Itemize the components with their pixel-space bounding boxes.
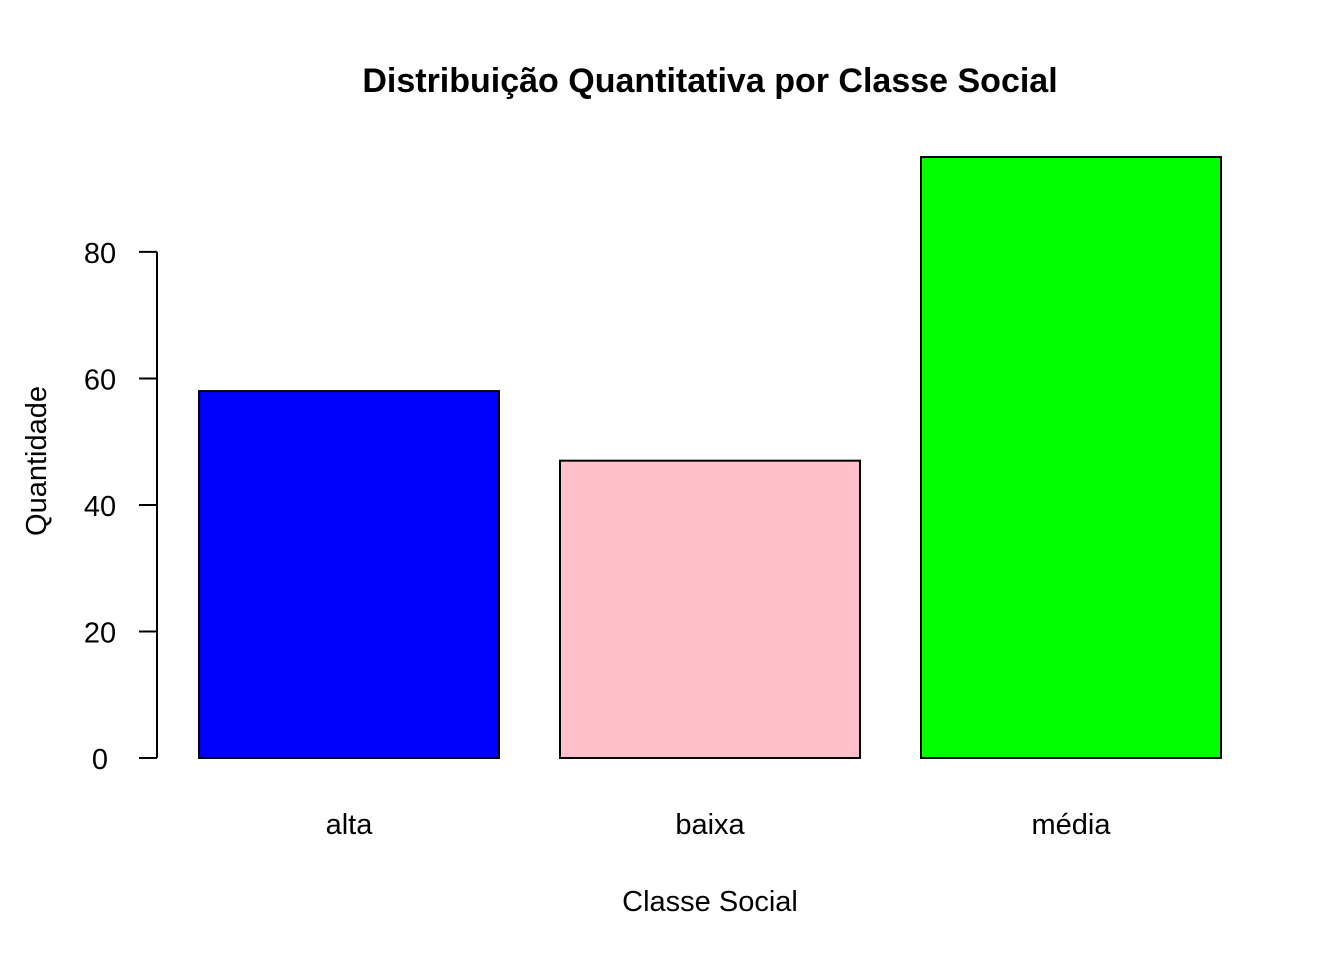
x-axis-title: Classe Social (622, 886, 798, 918)
x-tick-label-media: média (1032, 809, 1112, 841)
bars-group (198, 156, 1222, 759)
y-tick-label-60: 60 (84, 364, 116, 396)
y-tick-label-40: 40 (84, 491, 116, 523)
y-tick-label-20: 20 (84, 617, 116, 649)
x-axis-labels: alta baixa média (326, 809, 1112, 841)
bar-baixa (559, 459, 861, 759)
y-axis-title: Quantidade (21, 386, 53, 536)
y-tick-label-0: 0 (92, 744, 108, 776)
bar-alta (198, 390, 500, 759)
x-tick-label-baixa: baixa (675, 809, 745, 841)
chart-title: Distribuição Quantitativa por Classe Soc… (362, 62, 1057, 100)
x-tick-label-alta: alta (326, 809, 374, 841)
y-tick-label-80: 80 (84, 238, 116, 270)
y-axis: 0 20 40 60 80 (84, 238, 158, 776)
bar-media (920, 156, 1222, 759)
